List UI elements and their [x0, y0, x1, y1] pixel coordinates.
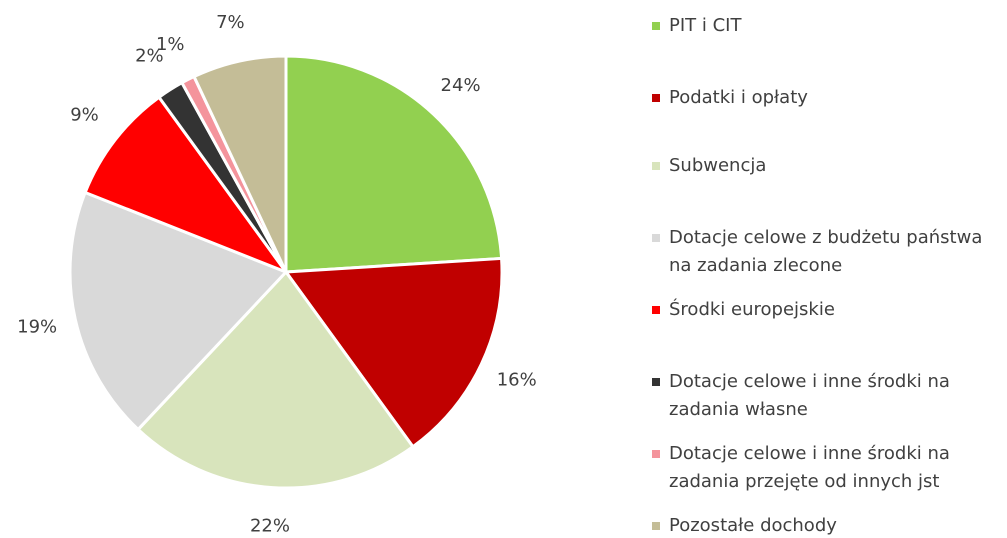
legend-item: PIT i CIT — [652, 12, 989, 40]
legend-item: Dotacje celowe i inne środki na zadania … — [652, 368, 989, 424]
legend-label: Podatki i opłaty — [669, 87, 808, 108]
legend-label: Dotacje celowe i inne środki na zadania … — [669, 371, 950, 420]
pie-slice — [136, 269, 416, 490]
legend-label: Dotacje celowe z budżetu państwa na zada… — [669, 227, 983, 276]
pie-slice — [83, 95, 291, 276]
legend-swatch — [652, 450, 660, 458]
pie-area: 24% 16% 22% 19% 9% 2%1% 7% — [17, 12, 537, 536]
data-label: 22% — [250, 515, 290, 536]
legend-swatch — [652, 522, 660, 530]
legend-item: Dotacje celowe i inne środki na zadania … — [652, 440, 989, 496]
pie-slice — [283, 256, 504, 449]
legend-label: Dotacje celowe i inne środki na zadania … — [669, 443, 950, 492]
legend-swatch — [652, 94, 660, 102]
data-label: 2% — [135, 46, 164, 67]
pie-slice — [192, 54, 288, 273]
data-label: 1% — [156, 34, 185, 55]
legend-label: Subwencja — [669, 155, 767, 176]
legend-label: Środki europejskie — [669, 299, 835, 320]
pie-slice — [284, 54, 504, 274]
data-label: 16% — [497, 370, 537, 391]
legend-item: Podatki i opłaty — [652, 84, 989, 112]
legend-label: Pozostałe dochody — [669, 515, 837, 536]
legend-swatch — [652, 234, 660, 242]
data-label: 19% — [17, 317, 57, 338]
legend-item: Środki europejskie — [652, 296, 989, 324]
legend-swatch — [652, 378, 660, 386]
data-label: 7% — [216, 12, 245, 33]
legend-swatch — [652, 306, 660, 314]
data-label: 9% — [70, 105, 99, 126]
data-label: 24% — [441, 75, 481, 96]
legend-label: PIT i CIT — [669, 15, 742, 36]
legend-swatch — [652, 22, 660, 30]
legend-item: Pozostałe dochody — [652, 512, 989, 538]
legend-item: Dotacje celowe z budżetu państwa na zada… — [652, 224, 989, 280]
legend-item: Subwencja — [652, 152, 989, 180]
legend-swatch — [652, 162, 660, 170]
